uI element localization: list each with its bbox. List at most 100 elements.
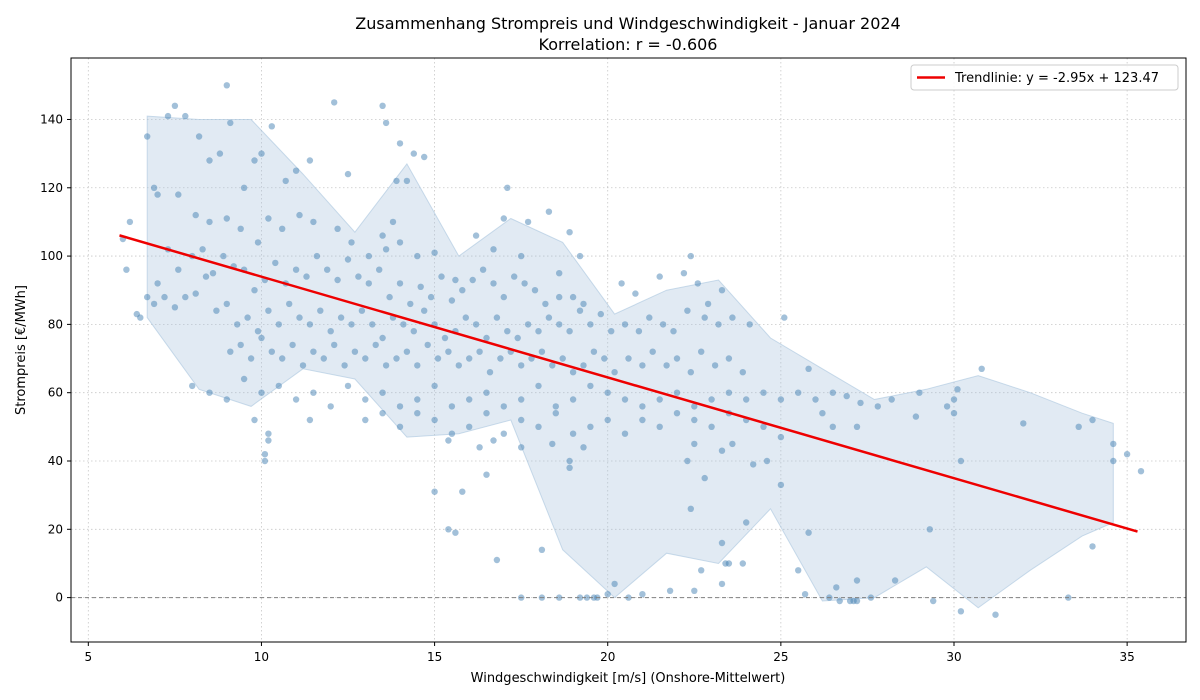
- data-point: [1137, 468, 1145, 475]
- data-point: [535, 382, 542, 390]
- data-point: [673, 410, 681, 417]
- data-point: [656, 273, 663, 280]
- data-point: [265, 215, 272, 222]
- data-point: [504, 184, 511, 191]
- data-point: [265, 307, 272, 314]
- data-point: [379, 232, 386, 239]
- data-point: [549, 440, 556, 448]
- data-point: [497, 355, 504, 362]
- data-point: [459, 287, 466, 294]
- data-point: [209, 270, 217, 277]
- x-tick-label: 20: [600, 650, 615, 664]
- data-point: [192, 290, 199, 297]
- data-point: [258, 150, 265, 157]
- data-point: [344, 256, 352, 263]
- data-point: [382, 362, 390, 369]
- data-point: [743, 396, 750, 403]
- data-point: [459, 488, 466, 495]
- data-point: [511, 273, 518, 280]
- data-point: [466, 355, 473, 362]
- legend-trendline-label: Trendlinie: y = -2.95x + 123.47: [954, 71, 1159, 86]
- data-point: [234, 321, 241, 328]
- data-point: [445, 526, 452, 533]
- data-point: [559, 355, 566, 362]
- data-point: [462, 314, 469, 321]
- data-point: [296, 211, 303, 219]
- data-point: [625, 355, 632, 362]
- data-point: [258, 334, 265, 342]
- data-point: [569, 293, 577, 301]
- data-point: [137, 314, 144, 321]
- data-point: [344, 170, 352, 178]
- data-point: [306, 321, 314, 328]
- data-point: [656, 423, 663, 430]
- data-point: [684, 457, 691, 465]
- data-point: [545, 208, 553, 215]
- data-point: [739, 560, 746, 567]
- data-point: [604, 416, 611, 424]
- data-point: [161, 293, 168, 301]
- data-point: [566, 464, 573, 471]
- data-point: [213, 307, 220, 314]
- data-point: [355, 273, 362, 280]
- data-point: [836, 597, 843, 605]
- data-point: [472, 321, 480, 328]
- data-point: [829, 423, 836, 430]
- data-point: [341, 362, 348, 369]
- data-point: [126, 218, 134, 226]
- data-point: [421, 307, 428, 314]
- data-point: [150, 184, 158, 191]
- data-point: [891, 577, 899, 584]
- data-point: [327, 328, 334, 335]
- data-point: [829, 389, 836, 396]
- data-point: [223, 396, 230, 403]
- data-point: [258, 389, 265, 396]
- data-point: [223, 215, 230, 222]
- data-point: [445, 348, 452, 355]
- data-point: [680, 270, 688, 277]
- grid: [71, 58, 1186, 642]
- data-point: [320, 355, 327, 362]
- y-tick-label: 100: [40, 249, 63, 263]
- data-point: [171, 102, 179, 110]
- data-point: [279, 225, 286, 232]
- data-point: [725, 389, 733, 396]
- data-point: [632, 290, 639, 297]
- data-point: [265, 437, 272, 444]
- data-point: [310, 348, 317, 355]
- data-point: [621, 396, 629, 403]
- data-point: [331, 341, 338, 349]
- y-tick-label: 120: [40, 181, 63, 195]
- data-point: [819, 410, 826, 417]
- data-point: [337, 314, 345, 321]
- data-point: [850, 597, 857, 605]
- data-point: [144, 293, 151, 301]
- data-point: [421, 153, 428, 161]
- data-point: [472, 232, 480, 239]
- data-point: [518, 362, 525, 369]
- data-point: [698, 348, 705, 355]
- data-point: [621, 430, 629, 437]
- confidence-band: [146, 115, 1114, 609]
- data-point: [992, 611, 999, 618]
- data-point: [448, 297, 456, 304]
- data-point: [414, 362, 421, 369]
- data-point: [403, 348, 411, 355]
- data-point: [857, 399, 864, 407]
- data-point: [524, 218, 532, 226]
- x-tick-label: 15: [427, 650, 442, 664]
- data-point: [708, 423, 715, 430]
- data-point: [123, 266, 130, 273]
- data-point: [524, 321, 532, 328]
- y-tick-label: 80: [48, 317, 63, 331]
- data-point: [601, 355, 608, 362]
- data-point: [1075, 423, 1082, 430]
- data-point: [587, 321, 594, 328]
- data-point: [566, 328, 573, 335]
- data-point: [407, 300, 414, 308]
- data-point: [379, 389, 386, 396]
- data-point: [282, 177, 289, 185]
- data-point: [493, 314, 501, 321]
- data-point: [580, 444, 587, 451]
